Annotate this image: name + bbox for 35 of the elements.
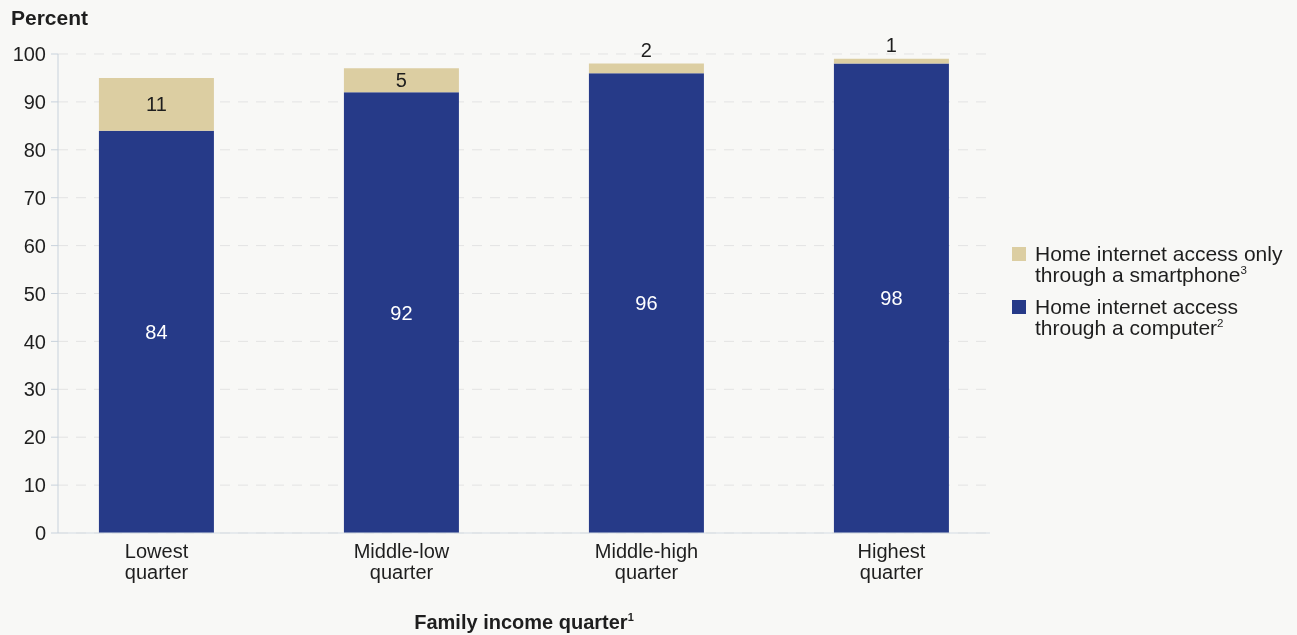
data-label: 96 bbox=[635, 292, 658, 315]
data-label: 1 bbox=[885, 33, 897, 56]
legend-label: Home internet access through a computer$^{2}$ bbox=[1035, 295, 1240, 339]
data-label: 5 bbox=[395, 69, 407, 92]
x-axis-title: Family income quarter$^{1}$ bbox=[413, 610, 635, 634]
y-tick-label: 90 bbox=[23, 91, 46, 113]
bar bbox=[98, 130, 214, 533]
y-tick-label: 80 bbox=[23, 138, 46, 161]
y-tick-label: 30 bbox=[23, 378, 46, 401]
x-tick-label: Middle-high quarter bbox=[594, 540, 699, 583]
x-tick-label: Highest quarter bbox=[857, 540, 926, 583]
bar bbox=[588, 63, 704, 74]
y-tick-label: 20 bbox=[23, 426, 46, 449]
y-tick-label: 50 bbox=[23, 282, 46, 305]
data-label: 11 bbox=[146, 93, 167, 116]
y-axis-title: Percent bbox=[11, 6, 89, 30]
y-tick-label: 0 bbox=[34, 522, 46, 545]
y-tick-label: 70 bbox=[23, 186, 46, 209]
bar bbox=[343, 68, 459, 93]
bar bbox=[588, 73, 704, 533]
data-label: 92 bbox=[390, 301, 413, 324]
data-label: 98 bbox=[880, 287, 903, 310]
y-tick-label: 60 bbox=[23, 234, 46, 257]
x-tick-label: Lowest quarter bbox=[124, 540, 189, 583]
data-label: 2 bbox=[640, 38, 652, 61]
data-label: 84 bbox=[145, 320, 168, 343]
bar bbox=[98, 77, 214, 131]
bar bbox=[833, 63, 949, 533]
bar bbox=[833, 58, 949, 64]
bar bbox=[343, 92, 459, 533]
x-tick-label: Middle-low quarter bbox=[353, 540, 450, 583]
y-tick-label: 100 bbox=[12, 43, 46, 66]
legend-label: Home internet access only through a smartphone$^{3}$ bbox=[1035, 242, 1284, 286]
y-tick-label: 40 bbox=[23, 330, 46, 353]
y-tick-label: 10 bbox=[23, 474, 46, 497]
